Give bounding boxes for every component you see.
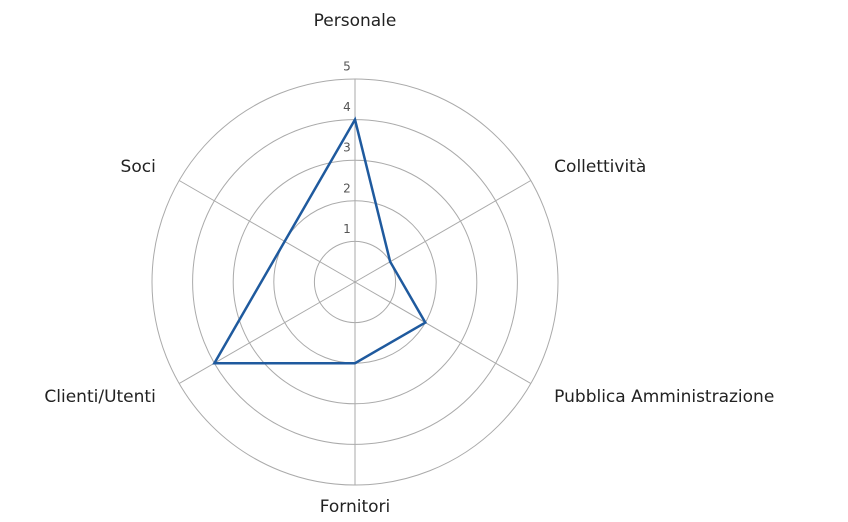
data-line — [212, 116, 428, 365]
r-tick-label: 2 — [343, 181, 351, 195]
axis-spoke — [178, 281, 356, 384]
r-tick-label: 4 — [343, 100, 351, 114]
category-label: Personale — [314, 11, 397, 31]
category-label: Clienti/Utenti — [44, 387, 155, 407]
axis-spoke — [178, 180, 356, 283]
r-tick-label: 3 — [343, 141, 351, 155]
category-label: Fornitori — [320, 497, 391, 517]
category-label: Pubblica Amministrazione — [554, 387, 774, 407]
r-tick-label: 5 — [343, 60, 351, 74]
r-tick-label: 1 — [343, 222, 351, 236]
axis-spoke — [354, 281, 532, 384]
category-label: Collettività — [554, 157, 646, 177]
axis-spoke — [354, 180, 532, 283]
category-label: Soci — [121, 157, 156, 177]
